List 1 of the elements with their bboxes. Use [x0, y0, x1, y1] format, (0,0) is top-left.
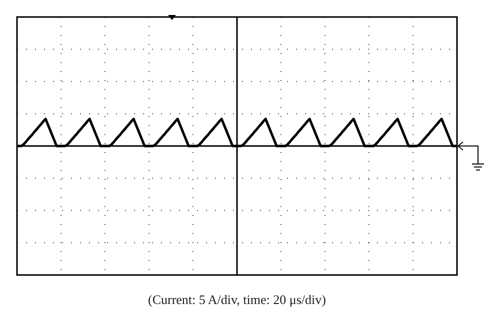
text: (Current: 5 A/div, time: 20 μs/div)	[148, 292, 326, 307]
